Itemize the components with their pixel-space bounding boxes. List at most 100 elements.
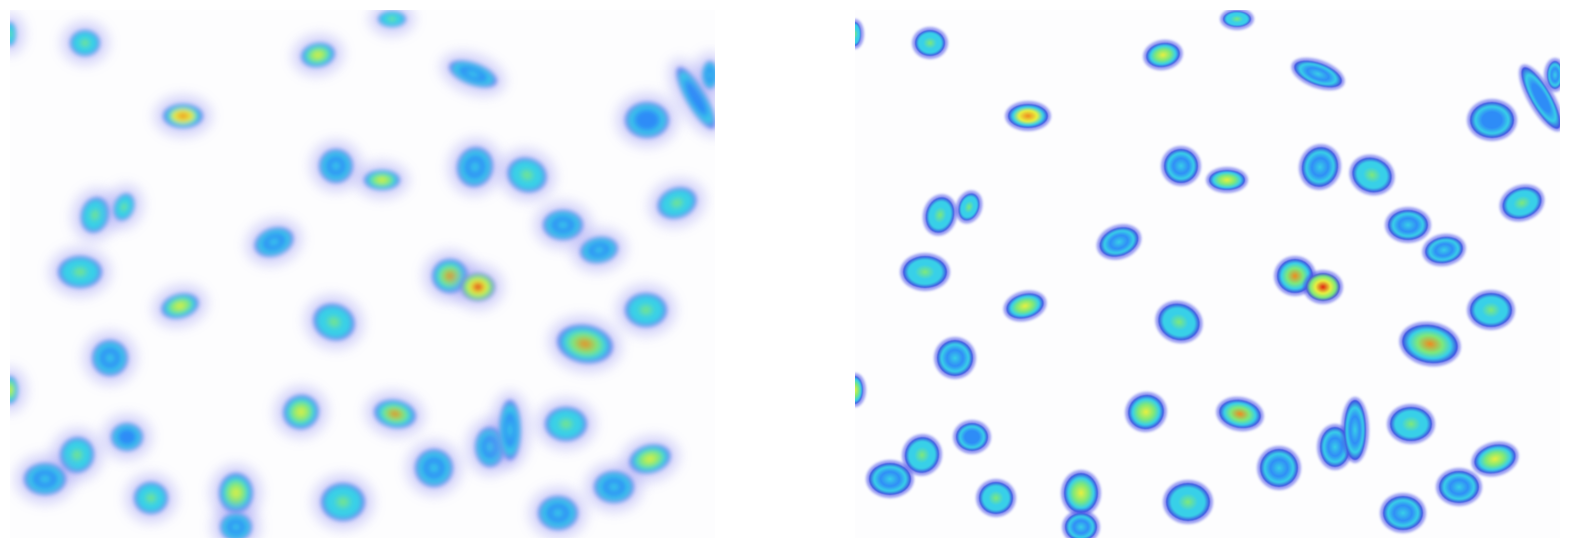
cell-body bbox=[220, 513, 252, 538]
cell-blob bbox=[1163, 480, 1213, 524]
cell-body bbox=[1219, 399, 1261, 429]
cell-blob bbox=[1291, 57, 1345, 91]
cell-blob bbox=[1220, 10, 1254, 30]
cell-blob bbox=[1399, 321, 1461, 367]
cell-body bbox=[1344, 400, 1366, 460]
cell-body bbox=[374, 399, 416, 429]
cell-body bbox=[10, 22, 16, 46]
cell-body bbox=[1352, 157, 1392, 193]
cell-body bbox=[113, 193, 135, 221]
cell-blob bbox=[49, 247, 111, 297]
cell-body bbox=[24, 463, 66, 495]
cell-body bbox=[657, 187, 697, 219]
cell-body bbox=[1474, 444, 1516, 474]
cell-body bbox=[80, 197, 110, 233]
cell-body bbox=[855, 22, 861, 46]
cell-body bbox=[1166, 483, 1210, 521]
cell-body bbox=[1470, 102, 1514, 138]
cell-blob bbox=[1003, 290, 1047, 322]
cell-blob bbox=[953, 420, 991, 454]
cell-body bbox=[1065, 513, 1097, 538]
cell-blob bbox=[1155, 300, 1203, 344]
cell-body bbox=[1439, 471, 1479, 503]
cell-body bbox=[1390, 407, 1432, 441]
cell-body bbox=[1064, 473, 1098, 513]
cell-blob bbox=[900, 253, 950, 291]
cell-blob bbox=[1544, 58, 1560, 92]
cell-blob bbox=[1257, 446, 1301, 490]
cell-blob bbox=[536, 398, 596, 450]
cell-blob bbox=[529, 487, 587, 538]
cell-body bbox=[461, 273, 495, 301]
cell-blob bbox=[693, 52, 715, 98]
cell-body bbox=[10, 376, 18, 404]
cell-body bbox=[92, 340, 128, 376]
cell-body bbox=[163, 104, 203, 128]
cell-body bbox=[507, 157, 547, 193]
cell-body bbox=[557, 324, 613, 364]
cell-body bbox=[1521, 67, 1560, 129]
cell-blob bbox=[585, 462, 643, 512]
cell-blob bbox=[855, 373, 866, 407]
cell-body bbox=[1223, 11, 1251, 27]
cell-body bbox=[161, 293, 199, 319]
cell-body bbox=[499, 400, 521, 460]
cell-body bbox=[58, 256, 102, 288]
cell-blob bbox=[152, 284, 208, 328]
sharp-heatmap-image bbox=[855, 10, 1560, 538]
cell-blob bbox=[1467, 290, 1515, 330]
cell-blob bbox=[548, 315, 622, 373]
cell-blob bbox=[1216, 396, 1264, 432]
cell-blob bbox=[211, 504, 261, 538]
cell-blob bbox=[1096, 224, 1142, 260]
cell-blob bbox=[406, 440, 462, 496]
cell-blob bbox=[245, 218, 303, 266]
cell-body bbox=[1158, 303, 1200, 341]
cell-body bbox=[937, 340, 973, 376]
cell-blob bbox=[534, 201, 592, 249]
cell-blob bbox=[1125, 391, 1167, 433]
cell-body bbox=[594, 471, 634, 503]
cell-blob bbox=[440, 51, 506, 97]
cell-blob bbox=[1161, 146, 1201, 186]
cell-blob bbox=[10, 13, 25, 55]
cell-body bbox=[925, 197, 955, 233]
cell-body bbox=[1306, 273, 1340, 301]
cell-blob bbox=[304, 294, 364, 350]
cell-body bbox=[1128, 394, 1164, 430]
cell-blob bbox=[1298, 144, 1342, 190]
cell-blob bbox=[1471, 441, 1519, 477]
cell-blob bbox=[1349, 154, 1395, 196]
cell-body bbox=[956, 423, 988, 451]
cell-body bbox=[456, 147, 494, 187]
cell-body bbox=[415, 449, 453, 487]
cell-blob bbox=[1467, 99, 1517, 141]
cell-body bbox=[1402, 324, 1458, 364]
cell-blob bbox=[83, 331, 137, 385]
cell-blob bbox=[616, 284, 676, 336]
cell-blob bbox=[274, 385, 328, 439]
cell-blob bbox=[104, 184, 144, 230]
cell-blob bbox=[1062, 510, 1100, 538]
cell-body bbox=[855, 376, 863, 404]
cell-blob bbox=[1303, 270, 1343, 304]
cell-blob bbox=[61, 21, 109, 65]
cell-blob bbox=[365, 390, 425, 438]
cell-body bbox=[629, 444, 671, 474]
cell-blob bbox=[292, 33, 344, 77]
cell-body bbox=[1294, 60, 1342, 88]
cell-blob bbox=[1380, 493, 1426, 533]
cell-body bbox=[625, 293, 667, 327]
cell-halo bbox=[10, 13, 25, 55]
cell-body bbox=[676, 67, 715, 129]
cell-body bbox=[319, 149, 353, 183]
cell-body bbox=[313, 303, 355, 341]
cell-blob bbox=[668, 58, 715, 138]
cell-blob bbox=[154, 95, 212, 137]
cell-blob bbox=[10, 367, 27, 413]
cell-body bbox=[904, 437, 940, 473]
cell-blob bbox=[866, 460, 914, 498]
cell-body bbox=[70, 30, 100, 56]
cell-body bbox=[1006, 293, 1044, 319]
